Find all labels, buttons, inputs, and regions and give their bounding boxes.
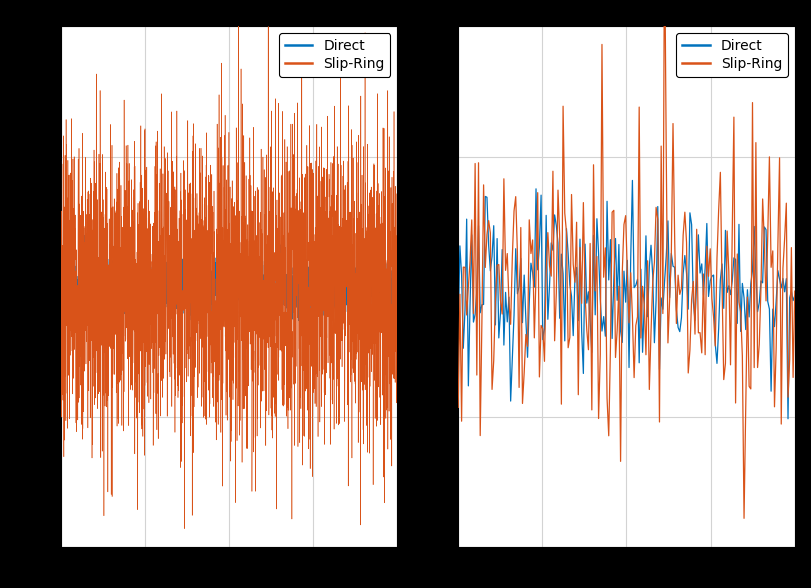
Legend: Direct, Slip-Ring: Direct, Slip-Ring xyxy=(279,34,390,76)
Legend: Direct, Slip-Ring: Direct, Slip-Ring xyxy=(676,34,787,76)
